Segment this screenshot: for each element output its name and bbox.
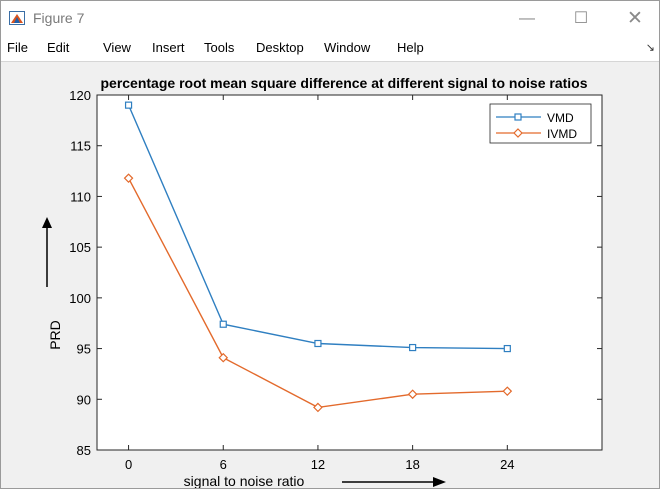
menu-bar: File Edit View Insert Tools Desktop Wind… [1, 35, 659, 62]
x-tick-label: 24 [500, 457, 514, 472]
y-tick-label: 100 [69, 291, 91, 306]
x-axis-label-group: signal to noise ratio [184, 473, 446, 489]
data-point-ivmd [218, 352, 229, 363]
data-point-vmd [314, 339, 322, 348]
legend-box [489, 103, 592, 144]
data-point-ivmd [313, 402, 323, 413]
legend-marker-vmd [514, 113, 522, 121]
y-tick-label: 95 [77, 342, 91, 357]
matlab-figure-icon [9, 11, 25, 25]
x-axis-arrowhead-icon [433, 477, 446, 487]
y-axis-label-group: PRD [42, 217, 63, 350]
data-point-vmd [124, 101, 133, 109]
menu-desktop[interactable]: Desktop [256, 40, 304, 55]
y-tick-label: 120 [69, 88, 91, 103]
y-axis-label: PRD [47, 320, 63, 350]
x-tick-label: 6 [220, 457, 227, 472]
data-point-ivmd [502, 386, 513, 397]
data-point-ivmd [123, 173, 134, 184]
menu-help[interactable]: Help [397, 40, 424, 55]
y-axis-arrowhead-icon [42, 217, 52, 228]
legend-label-vmd: VMD [547, 111, 574, 125]
y-tick-label: 105 [69, 240, 91, 255]
data-point-ivmd [407, 389, 418, 400]
x-axis-label: signal to noise ratio [184, 473, 305, 488]
chart-title: percentage root mean square difference a… [100, 75, 587, 91]
close-button[interactable]: ✕ [627, 8, 643, 29]
y-tick-label: 115 [70, 139, 91, 154]
plot-area [96, 94, 603, 451]
minimize-button[interactable]: — [519, 10, 535, 27]
legend[interactable]: VMD IVMD [489, 103, 592, 144]
title-bar: Figure 7 — ☐ ✕ [1, 1, 659, 35]
menu-edit[interactable]: Edit [47, 40, 70, 55]
data-point-vmd [503, 344, 511, 353]
menu-tools[interactable]: Tools [204, 40, 235, 55]
x-tick-label: 0 [125, 457, 132, 472]
toolbar-overflow-icon[interactable]: ↘ [645, 42, 655, 54]
figure-canvas: percentage root mean square difference a… [1, 62, 659, 489]
series-layer [123, 101, 513, 413]
y-tick-label: 110 [70, 189, 91, 204]
menu-view[interactable]: View [103, 40, 131, 55]
y-tick-label: 85 [77, 443, 91, 458]
window-title: Figure 7 [33, 10, 85, 26]
menu-window[interactable]: Window [324, 40, 371, 55]
x-axis: 0 6 12 18 24 [125, 95, 515, 472]
menu-file[interactable]: File [7, 40, 28, 55]
x-tick-label: 18 [405, 457, 419, 472]
line-chart: percentage root mean square difference a… [42, 75, 603, 489]
x-tick-label: 12 [311, 457, 325, 472]
legend-label-ivmd: IVMD [547, 127, 577, 141]
data-point-vmd [219, 320, 227, 328]
legend-marker-ivmd [513, 128, 523, 138]
y-axis: 85 90 95 100 105 110 115 120 [69, 88, 602, 458]
data-point-vmd [409, 343, 417, 352]
menu-insert[interactable]: Insert [152, 40, 185, 55]
maximize-button[interactable]: ☐ [573, 10, 589, 27]
y-tick-label: 90 [77, 392, 91, 407]
